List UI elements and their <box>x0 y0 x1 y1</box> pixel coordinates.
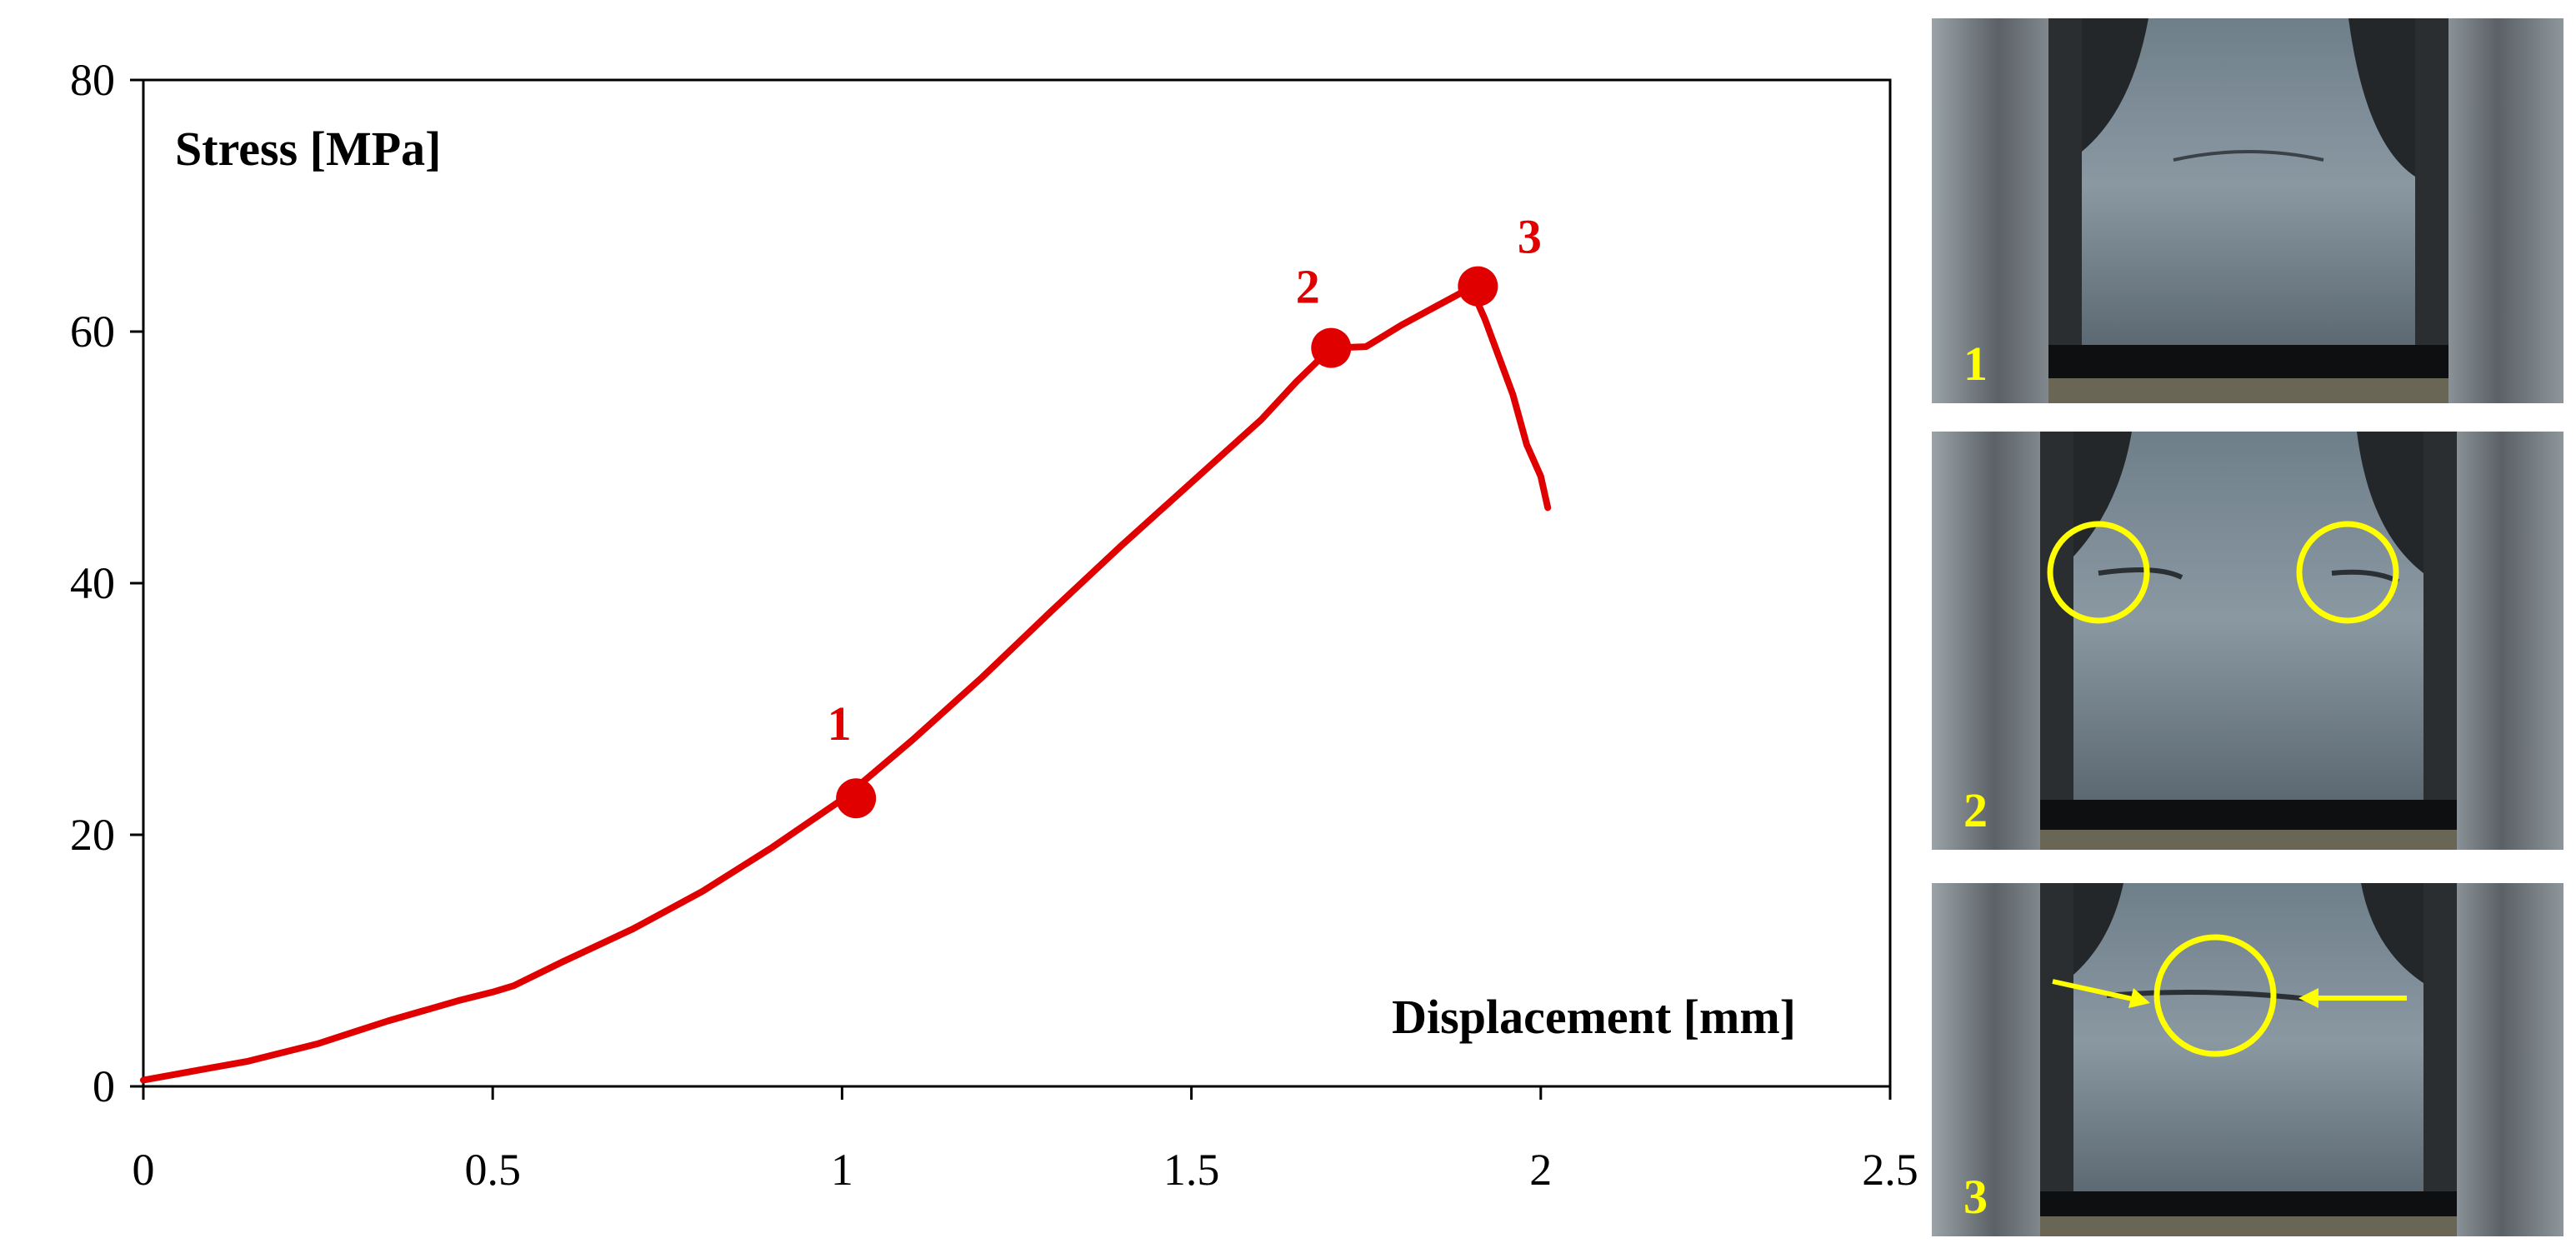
point-label-2: 2 <box>1296 260 1320 314</box>
label-layer: Stress [MPa] Displacement [mm] <box>175 122 1796 1044</box>
x-tick-label: 2.5 <box>1862 1145 1917 1195</box>
photo-label-3: 3 <box>1963 1170 1988 1224</box>
marker-layer: 1 2 3 <box>828 210 1542 819</box>
y-tick-label: 60 <box>70 307 115 357</box>
specimen-photo-1: 1 <box>1932 18 2563 403</box>
arrow-icon <box>2298 988 2407 1008</box>
point-marker-1 <box>836 778 877 819</box>
photo-label-1: 1 <box>1963 337 1988 391</box>
plot-frame <box>142 78 1892 1088</box>
y-tick-label: 0 <box>93 1061 115 1111</box>
y-tick-label: 80 <box>70 55 115 105</box>
highlight-circle <box>2153 934 2277 1057</box>
arrow-icon <box>2052 979 2150 1008</box>
x-tick-label: 0 <box>133 1145 155 1195</box>
point-label-3: 3 <box>1518 210 1542 264</box>
highlight-circle <box>2296 521 2399 624</box>
y-tick-label: 20 <box>70 810 115 860</box>
stress-curve <box>140 284 1552 1084</box>
stress-displacement-chart: 0 20 40 60 80 0 0.5 1 1.5 2 2.5 1 2 3 Stress [MPa] Di… <box>70 55 1917 1195</box>
point-marker-3 <box>1458 266 1498 307</box>
highlight-circle <box>2047 521 2150 624</box>
axes: 0 20 40 60 80 0 0.5 1 1.5 2 2.5 <box>70 55 1917 1195</box>
x-axis-label: Displacement [mm] <box>1392 990 1796 1044</box>
x-tick-label: 1 <box>831 1145 853 1195</box>
y-tick-label: 40 <box>70 558 115 608</box>
y-axis-label: Stress [MPa] <box>175 122 441 176</box>
x-tick-label: 0.5 <box>464 1145 521 1195</box>
photo-label-2: 2 <box>1963 783 1988 837</box>
point-label-1: 1 <box>828 696 852 751</box>
specimen-photo-3: 3 <box>1932 883 2563 1236</box>
series-layer <box>140 284 1552 1084</box>
x-tick-label: 2 <box>1529 1145 1552 1195</box>
x-tick-label: 1.5 <box>1163 1145 1220 1195</box>
point-marker-2 <box>1311 327 1352 368</box>
specimen-photo-2: 2 <box>1932 432 2563 850</box>
